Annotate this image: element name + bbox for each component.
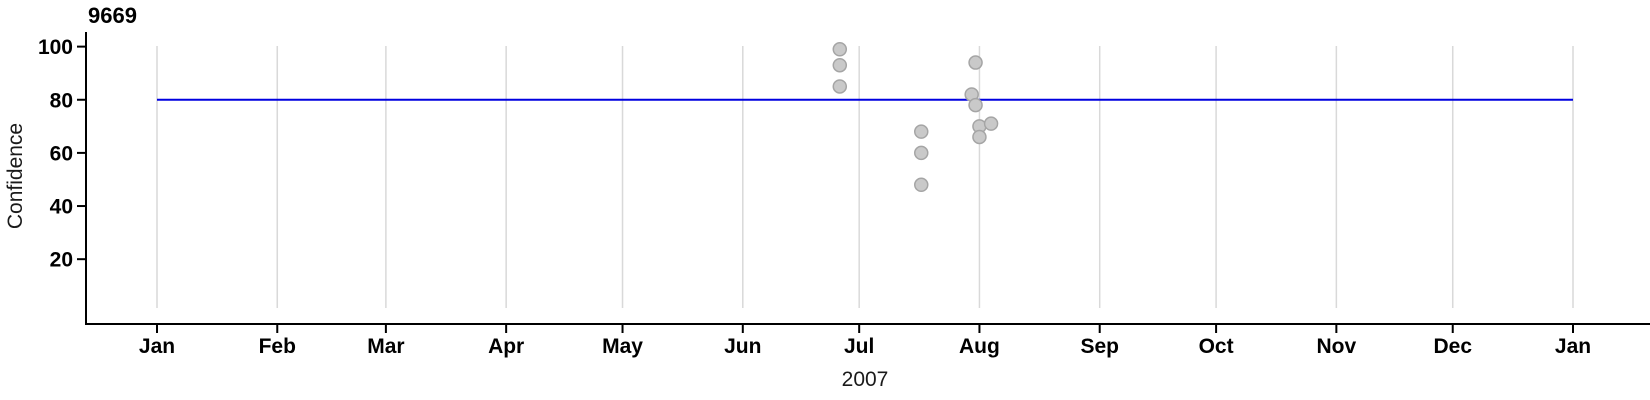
x-tick-label: Jun <box>724 335 761 358</box>
x-tick-label: May <box>602 335 643 358</box>
y-tick-label: 100 <box>38 36 73 59</box>
x-tick-label: Apr <box>488 335 524 358</box>
x-axis-label: 2007 <box>841 368 889 391</box>
data-point <box>983 116 999 131</box>
data-point <box>972 129 987 145</box>
x-tick-label: Jul <box>844 335 874 358</box>
data-point <box>914 145 929 161</box>
y-axis-label: Confidence <box>4 122 27 230</box>
y-tick-label: 40 <box>50 196 73 219</box>
x-tick-label: Feb <box>259 335 296 358</box>
y-tick-label: 80 <box>50 89 73 112</box>
y-tick-label: 60 <box>50 142 73 165</box>
data-point <box>968 55 983 70</box>
x-tick-label: Jan <box>1555 335 1591 358</box>
chart-title: 9669 <box>88 3 137 28</box>
x-tick-label: Aug <box>959 335 1000 358</box>
data-point <box>914 177 929 193</box>
x-tick-label: Oct <box>1199 335 1234 358</box>
x-tick-label: Sep <box>1080 335 1119 358</box>
x-tick-label: Dec <box>1433 335 1472 358</box>
data-point <box>968 97 983 113</box>
y-tick-label: 20 <box>50 249 73 272</box>
data-point <box>914 124 929 139</box>
data-point <box>832 42 848 57</box>
data-point <box>832 57 848 73</box>
data-point <box>832 79 848 94</box>
x-tick-label: Jan <box>139 335 175 358</box>
x-tick-label: Mar <box>367 335 404 358</box>
x-tick-label: Nov <box>1317 335 1357 358</box>
